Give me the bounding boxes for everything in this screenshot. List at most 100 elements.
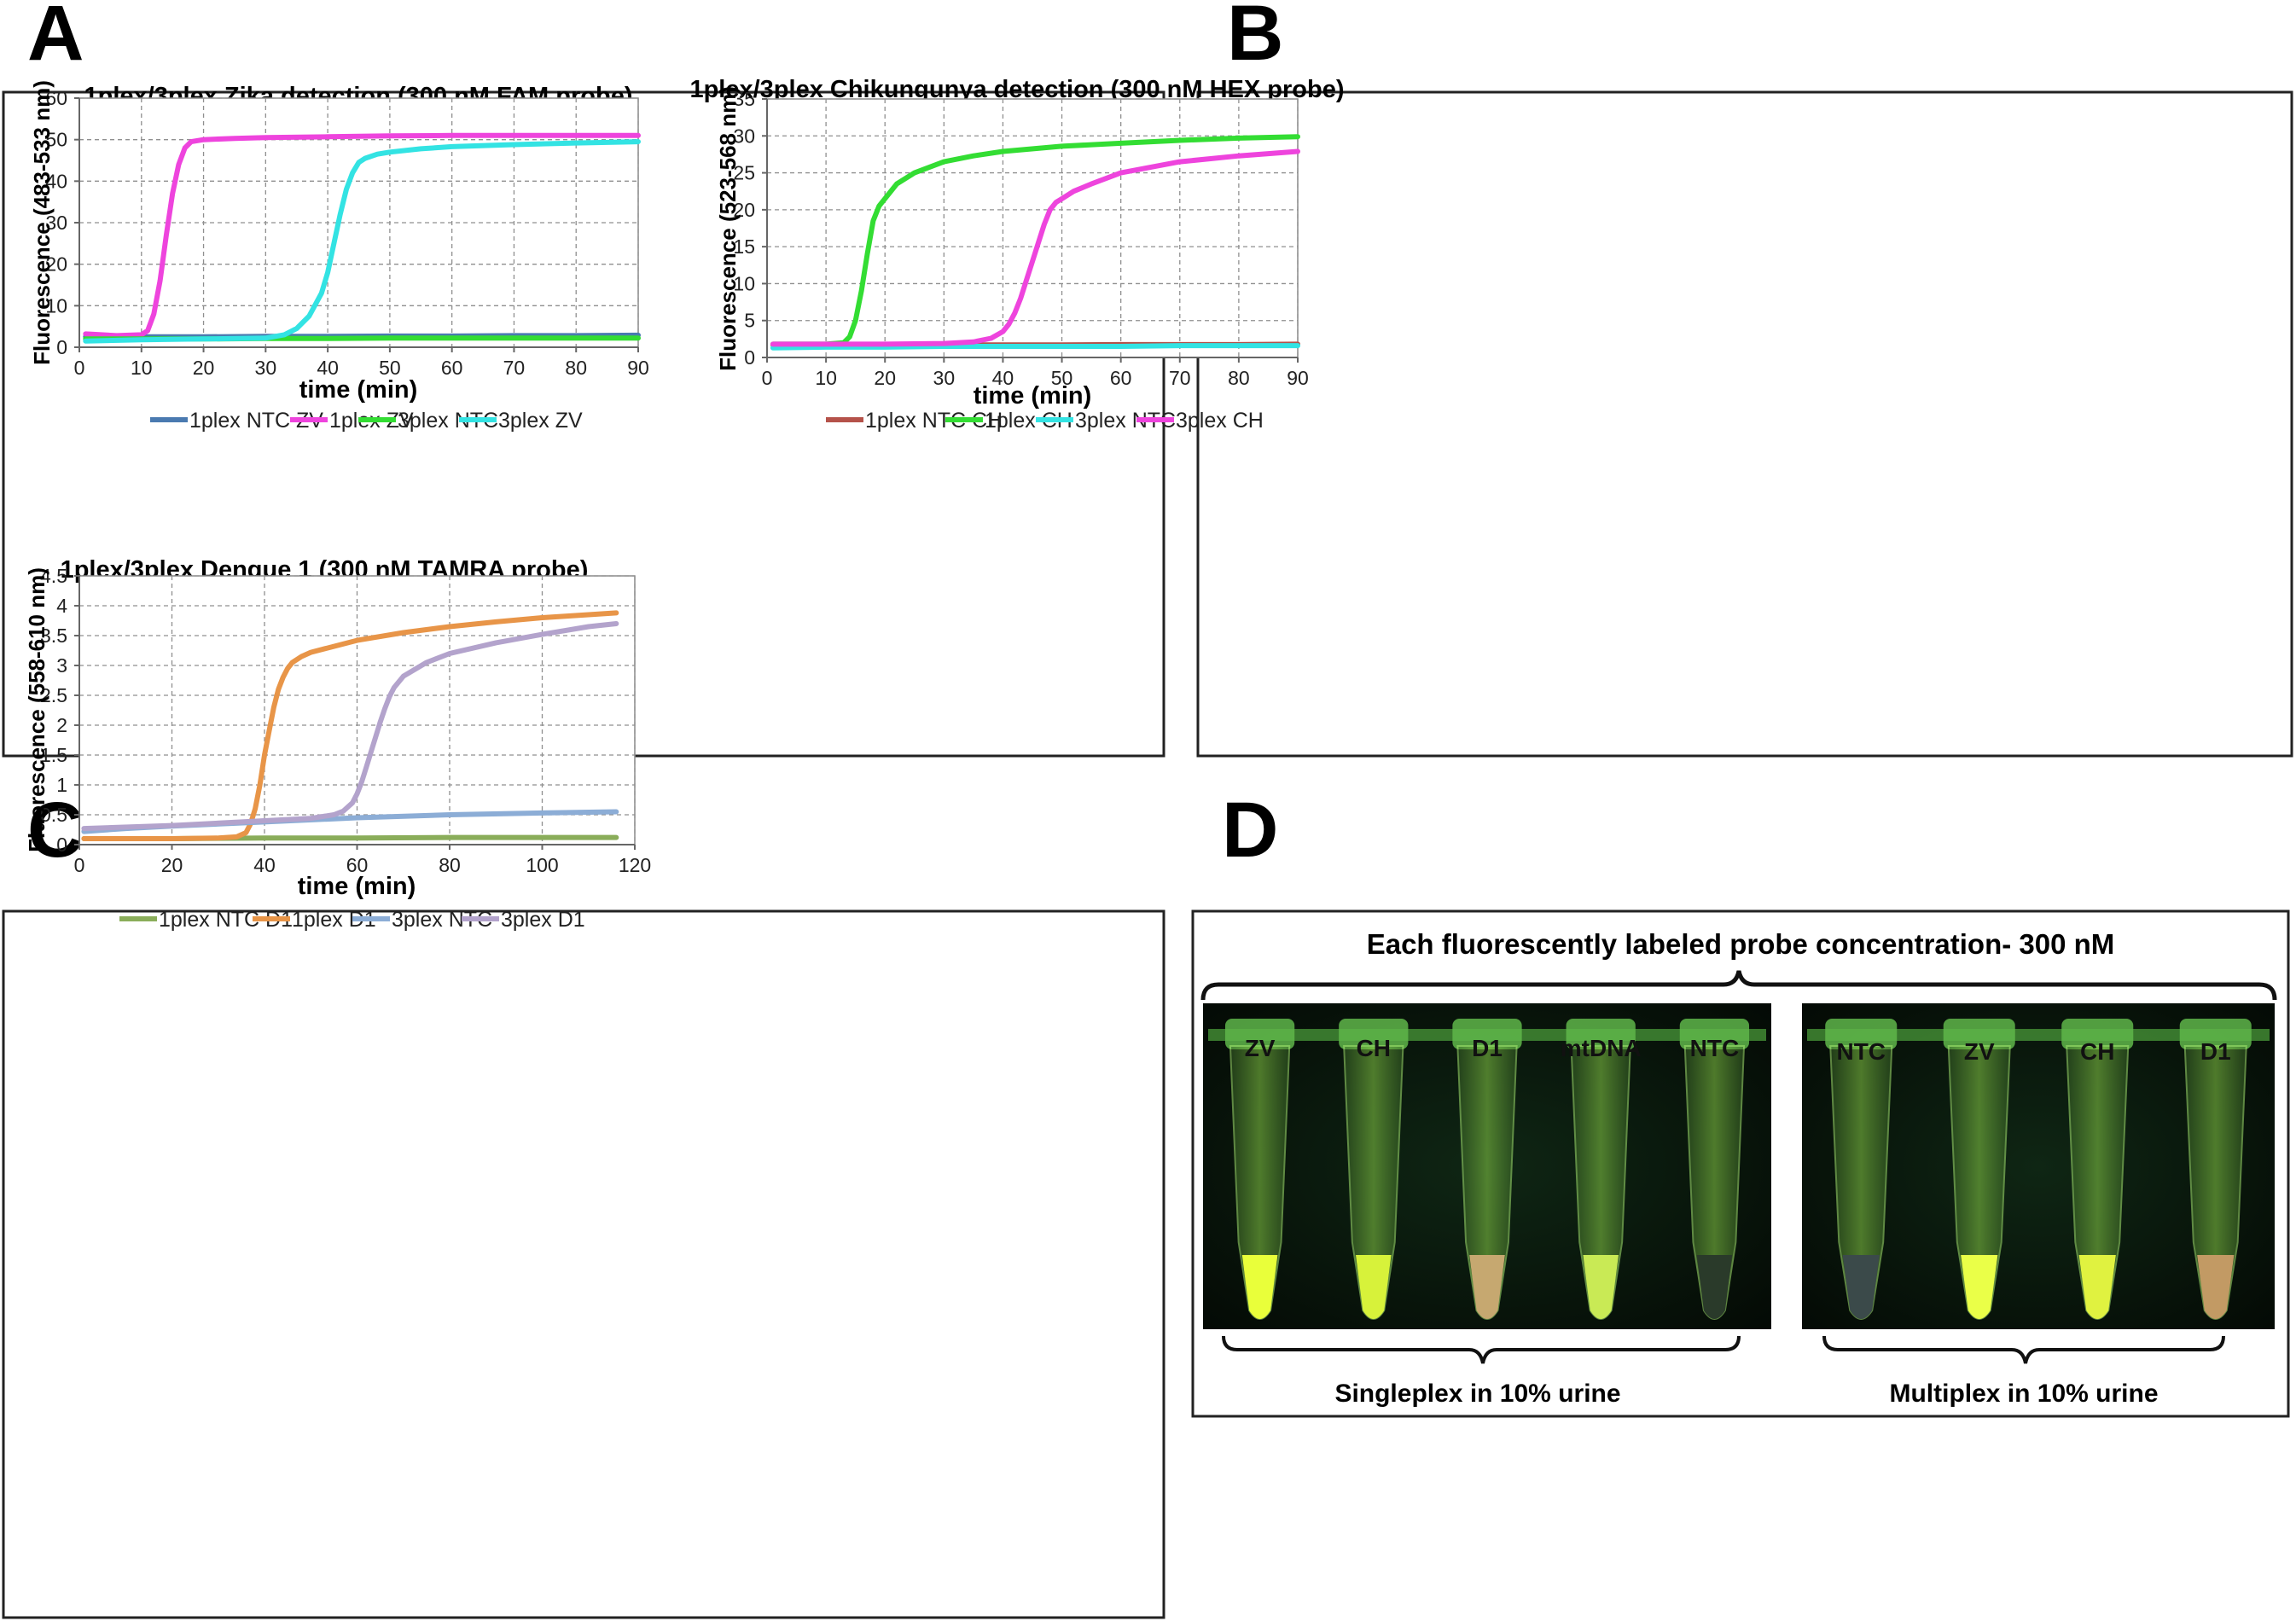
chart-c-x-axis-label: time (min): [298, 873, 416, 900]
chart-a-series-line-2: [83, 132, 641, 339]
photo-right-tube-cap: [2061, 1019, 2134, 1049]
chart-b-x-tick-label: 40: [992, 367, 1014, 389]
photo-right-tube: ZV: [1943, 1019, 2015, 1320]
chart-a-x-tick-label: 60: [441, 357, 463, 379]
chart-a-x-tick-label: 0: [74, 357, 85, 379]
chart-b-x-tick-label: 30: [933, 367, 956, 389]
photo-left-tube-label: D1: [1472, 1035, 1503, 1061]
chart-c-x-tick-label: 20: [161, 854, 183, 876]
chart-a-x-tick-label: 30: [255, 357, 277, 379]
photo-right-tube-liquid: [1961, 1255, 1998, 1319]
chart-chikungunya: 1plex/3plex Chikungunya detection (300 n…: [689, 76, 2293, 758]
photo-left-tube-liquid: [1583, 1255, 1619, 1319]
photo-left-tube-label: NTC: [1690, 1035, 1740, 1061]
chart-b-y-tick-label: 0: [744, 346, 755, 369]
photo-left-tube-label: CH: [1357, 1035, 1391, 1061]
photo-right-tube: CH: [2061, 1019, 2134, 1320]
photo-left-tube: mtDNA: [1561, 1019, 1642, 1320]
multiplex-caption: Multiplex in 10% urine: [1889, 1380, 2158, 1408]
photo-right-tube-liquid: [2197, 1255, 2235, 1319]
photo-left-tube: CH: [1339, 1019, 1409, 1320]
chart-a-y-tick-label: 40: [45, 170, 67, 192]
chart-c-y-tick-label: 1: [56, 774, 67, 796]
photo-left-tube: D1: [1452, 1019, 1522, 1320]
chart-b-y-tick-label: 10: [733, 272, 755, 294]
chart-b-x-tick-label: 0: [762, 367, 773, 389]
chart-c-y-tick-label: 2: [56, 714, 67, 736]
chart-b-x-tick-label: 20: [874, 367, 896, 389]
chart-dengue-frame: [2, 909, 1165, 1619]
chart-c-x-tick-label: 120: [619, 854, 651, 876]
chart-a-series-line-4: [83, 139, 641, 344]
chart-b-y-tick-label: 15: [733, 235, 755, 258]
chart-c-y-tick-label: 1.5: [40, 744, 67, 766]
multiplex-photo: NTC ZV CH D1: [1802, 1003, 2275, 1329]
chart-c-y-tick-label: 2.5: [40, 684, 67, 706]
singleplex-photo: ZV CH D1 mtDNA NTC: [1203, 1003, 1771, 1329]
chart-b-x-tick-label: 70: [1169, 367, 1191, 389]
chart-b-series-line-4: [770, 148, 1300, 347]
photo-left-tube-cap: [1452, 1019, 1522, 1049]
photo-panel: Each fluorescently labeled probe concent…: [1191, 909, 2290, 1418]
photo-right-tube-liquid: [1842, 1255, 1880, 1319]
photo-left-tube-cap: [1224, 1019, 1295, 1049]
photo-left-tube-cap: [1566, 1019, 1636, 1049]
chart-a-x-tick-label: 10: [131, 357, 153, 379]
photo-right-tube-cap: [2179, 1019, 2252, 1049]
photo-panel-title: Each fluorescently labeled probe concent…: [1367, 928, 2115, 960]
chart-c-y-tick-label: 4.5: [40, 565, 67, 587]
photo-left-tube-label: mtDNA: [1561, 1035, 1642, 1061]
photo-left-tube-liquid: [1696, 1255, 1733, 1319]
chart-dengue: 1plex/3plex Dengue 1 (300 nM TAMRA probe…: [2, 556, 1165, 1619]
chart-a-y-tick-label: 60: [45, 87, 67, 109]
panel-letter-b: B: [1227, 0, 1283, 77]
chart-c-y-tick-label: 3.5: [40, 625, 67, 647]
photo-right-tube-cap: [1825, 1019, 1898, 1049]
chart-a-x-tick-label: 50: [379, 357, 401, 379]
chart-b-x-tick-label: 10: [815, 367, 837, 389]
photo-right-tube-label: CH: [2080, 1038, 2114, 1065]
chart-c-series-line-4: [81, 621, 619, 832]
photo-left-tube: ZV: [1224, 1019, 1295, 1320]
chart-b-x-tick-label: 90: [1287, 367, 1309, 389]
chart-c-x-tick-label: 80: [439, 854, 461, 876]
photo-left-tube-cap: [1339, 1019, 1409, 1049]
photo-right-tube-liquid: [2078, 1255, 2116, 1319]
chart-chikungunya-frame: [1196, 90, 2293, 758]
panel-letter-c: C: [27, 787, 84, 874]
photo-right-tube-cap: [1943, 1019, 2015, 1049]
chart-c-y-tick-label: 3: [56, 654, 67, 677]
photo-left-tube-liquid: [1241, 1255, 1278, 1319]
chart-a-x-tick-label: 70: [503, 357, 526, 379]
panel-letter-a: A: [27, 0, 84, 77]
chart-c-legend-entry: 3plex D1: [501, 908, 585, 932]
chart-a-y-tick-label: 30: [45, 212, 67, 234]
chart-b-y-tick-label: 35: [733, 88, 755, 110]
chart-c-y-tick-label: 0: [56, 834, 67, 856]
singleplex-caption: Singleplex in 10% urine: [1334, 1380, 1620, 1408]
photo-left-tube-liquid: [1469, 1255, 1505, 1319]
chart-a-x-tick-label: 40: [317, 357, 339, 379]
chart-c-x-tick-label: 0: [74, 854, 85, 876]
chart-a-y-tick-label: 10: [45, 294, 67, 317]
chart-b-y-tick-label: 5: [744, 310, 755, 332]
chart-b-y-axis-label: Fluorescence (523-568 nm): [715, 86, 741, 371]
top-brace: [1200, 970, 2277, 1001]
chart-b-x-tick-label: 50: [1051, 367, 1073, 389]
chart-c-y-tick-label: 0.5: [40, 804, 67, 826]
chart-c-x-tick-label: 100: [526, 854, 558, 876]
chart-a-x-tick-label: 20: [193, 357, 215, 379]
chart-c-series-line-2: [81, 610, 619, 841]
photo-left-tube-liquid: [1356, 1255, 1392, 1319]
chart-b-series-line-2: [770, 134, 1300, 347]
chart-a-y-tick-label: 0: [56, 336, 67, 358]
photo-right-cap-strip: [1807, 1029, 2270, 1041]
chart-a-legend-entry: 3plex ZV: [498, 409, 583, 433]
chart-a-x-tick-label: 80: [565, 357, 587, 379]
chart-a-x-axis-label: time (min): [299, 376, 418, 404]
photo-right-tube: NTC: [1825, 1019, 1898, 1320]
chart-b-series-line-3: [770, 343, 1300, 351]
chart-a-y-tick-label: 20: [45, 253, 67, 276]
chart-b-y-tick-label: 30: [733, 125, 755, 147]
